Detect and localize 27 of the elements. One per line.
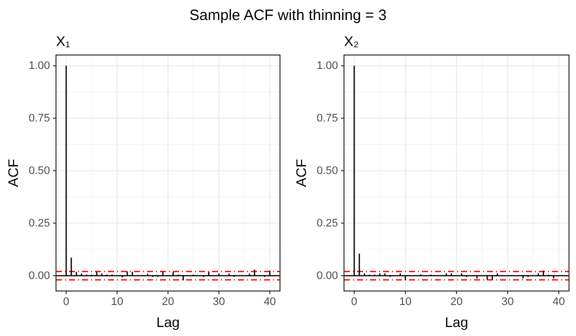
x-axis-title: Lag bbox=[156, 314, 180, 330]
x-axis-title: Lag bbox=[444, 314, 468, 330]
y-axis-title: ACF bbox=[293, 159, 309, 187]
y-tick-label: 1.00 bbox=[28, 60, 50, 72]
x-tick-label: 10 bbox=[399, 296, 412, 308]
y-tick-label: 0.75 bbox=[28, 112, 50, 125]
x-tick-label: 20 bbox=[450, 296, 463, 308]
x-tick-label: 10 bbox=[110, 296, 124, 308]
x-tick-label: 30 bbox=[502, 296, 514, 308]
x-tick-label: 0 bbox=[351, 296, 358, 308]
x-tick-label: 20 bbox=[162, 296, 174, 308]
y-tick-label: 1.00 bbox=[316, 60, 338, 72]
y-tick-label: 0.75 bbox=[316, 112, 338, 125]
y-axis-title: ACF bbox=[5, 159, 21, 187]
y-tick-label: 0.25 bbox=[28, 218, 50, 230]
x-tick-label: 0 bbox=[63, 296, 70, 308]
x-tick-label: 40 bbox=[264, 296, 276, 308]
y-tick-label: 0.50 bbox=[316, 165, 338, 178]
y-tick-label: 0.25 bbox=[316, 218, 338, 230]
x-tick-label: 40 bbox=[552, 296, 565, 308]
y-tick-label: 0.00 bbox=[28, 270, 50, 282]
y-tick-label: 0.50 bbox=[28, 165, 50, 178]
y-tick-label: 0.00 bbox=[316, 270, 338, 282]
chart-title: Sample ACF with thinning = 3 bbox=[189, 7, 387, 24]
chart-subtitle: X₂ bbox=[344, 33, 359, 49]
chart-subtitle: X₁ bbox=[56, 33, 70, 49]
x-tick-label: 30 bbox=[212, 296, 226, 308]
